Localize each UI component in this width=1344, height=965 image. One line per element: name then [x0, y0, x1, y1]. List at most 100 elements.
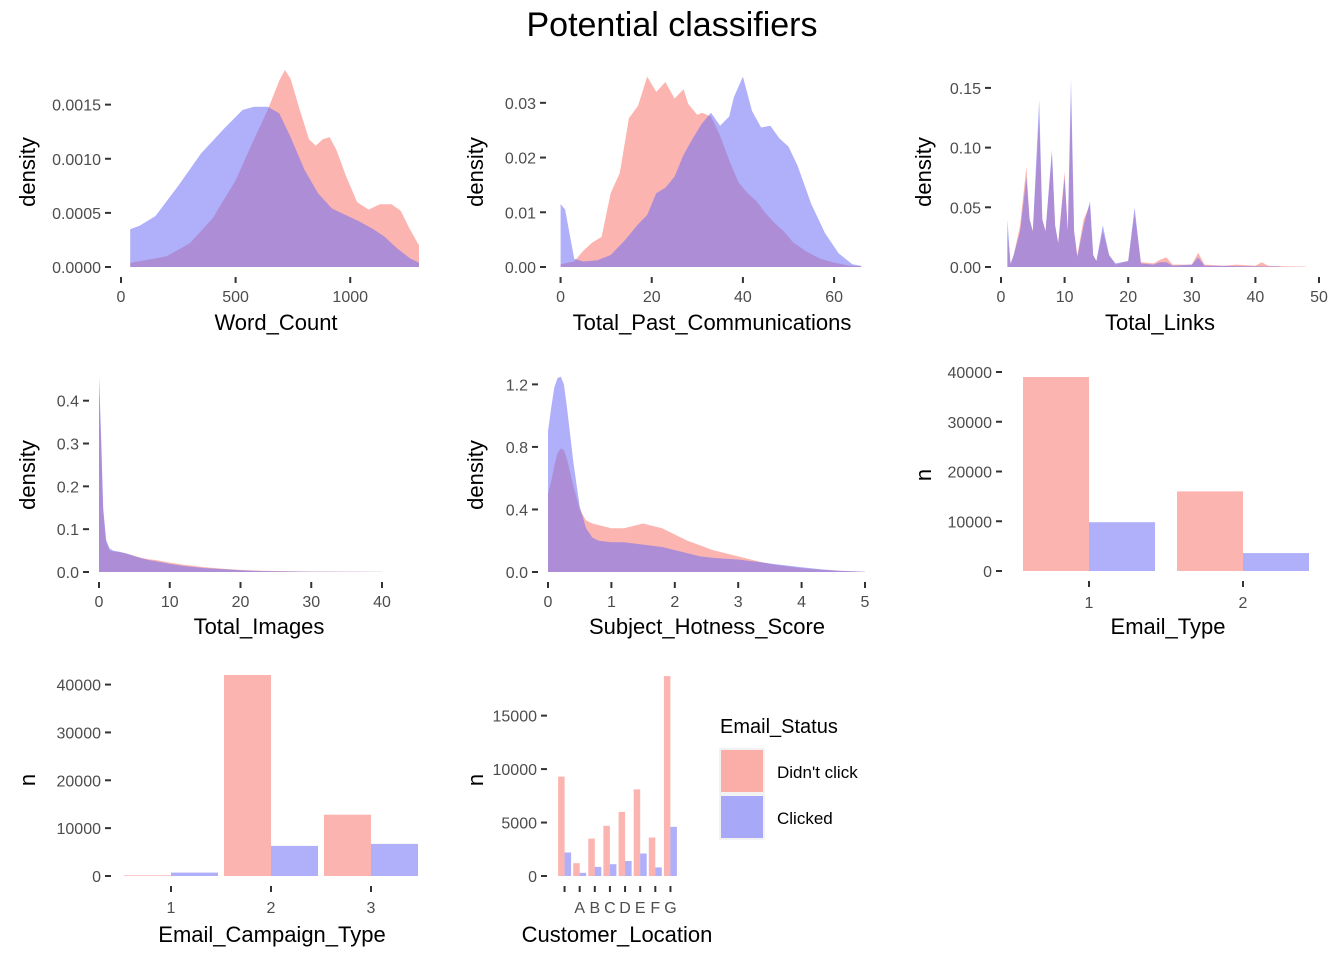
density-area-didnt-click: [99, 379, 382, 572]
x-tick-label: 0: [95, 594, 104, 611]
bar-didnt-click: [648, 837, 656, 876]
y-tick-label: 0.2: [57, 479, 79, 496]
legend-swatch-didnt-click: [721, 750, 763, 792]
x-tick-label: 5: [861, 594, 870, 611]
x-tick-label: 1000: [332, 289, 368, 306]
y-tick-label: 0.0: [57, 565, 79, 582]
y-axis-title: n: [463, 774, 488, 786]
bar-clicked: [371, 843, 418, 876]
x-axis-title: Total_Links: [1105, 310, 1215, 335]
bar-clicked: [271, 845, 318, 876]
x-tick-label: D: [619, 900, 631, 917]
bar-didnt-click: [124, 875, 171, 876]
x-axis-title: Subject_Hotness_Score: [589, 614, 825, 639]
legend-label-clicked: Clicked: [777, 809, 833, 828]
y-tick-label: 0: [528, 869, 537, 886]
density-area-clicked: [130, 106, 419, 267]
y-tick-label: 0.15: [950, 81, 981, 98]
x-tick-label: 20: [643, 289, 661, 306]
y-tick-label: 20000: [57, 773, 102, 790]
bar-clicked: [1243, 553, 1309, 571]
legend: Email_Status Didn't click Clicked: [719, 716, 858, 840]
y-axis-title: density: [15, 137, 40, 207]
density-area-clicked: [548, 376, 865, 572]
x-tick-label: 2: [670, 594, 679, 611]
x-axis-title: Total_Images: [194, 614, 325, 639]
y-tick-label: 10000: [57, 821, 102, 838]
bar-didnt-click: [633, 789, 641, 876]
y-tick-label: 0.0000: [52, 260, 101, 277]
y-tick-label: 10000: [493, 762, 538, 779]
x-tick-label: 0: [544, 594, 553, 611]
y-axis-title: density: [463, 440, 488, 510]
x-tick-label: 1: [167, 900, 176, 917]
bar-didnt-click: [1177, 491, 1243, 571]
y-axis-title: n: [911, 469, 936, 481]
y-tick-label: 30000: [948, 415, 993, 432]
y-tick-label: 0.01: [505, 205, 536, 222]
panel-email-type: 1 2 0 10000 20000 30000 40000 Email_Type n: [911, 365, 1309, 639]
y-tick-label: 0.0005: [52, 206, 101, 223]
y-tick-label: 15000: [493, 709, 538, 726]
x-tick-label: 0: [997, 289, 1006, 306]
x-tick-label: G: [664, 900, 676, 917]
density-area-clicked: [560, 76, 862, 267]
legend-title: Email_Status: [720, 716, 838, 738]
figure-title: Potential classifiers: [526, 6, 817, 44]
y-tick-label: 0.00: [950, 260, 981, 277]
y-tick-label: 0: [983, 564, 992, 581]
bar-clicked: [1089, 522, 1155, 571]
y-tick-label: 5000: [501, 816, 537, 833]
x-tick-label: 20: [232, 594, 250, 611]
x-tick-label: 0: [117, 289, 126, 306]
x-axis-title: Customer_Location: [522, 922, 713, 947]
x-tick-label: 10: [161, 594, 179, 611]
x-tick-label: 40: [373, 594, 391, 611]
x-tick-label: C: [604, 900, 616, 917]
y-tick-label: 0.3: [57, 437, 79, 454]
x-tick-label: 2: [267, 900, 276, 917]
density-area-clicked: [1007, 78, 1281, 268]
y-tick-label: 20000: [948, 465, 993, 482]
bar-clicked: [640, 853, 647, 876]
bar-didnt-click: [603, 825, 610, 877]
y-tick-label: 0.03: [505, 96, 536, 113]
y-tick-label: 40000: [948, 365, 993, 382]
panel-total-images: 0 10 20 30 40 0.0 0.1 0.2 0.3 0.4 Total_Images dens…: [15, 377, 391, 639]
bar-didnt-click: [663, 676, 671, 876]
panel-word-count: 0 500 1000 0.0000 0.0005 0.0010 0.0015 Word_Cou…: [15, 70, 419, 335]
y-tick-label: 0.02: [505, 151, 536, 168]
y-tick-label: 0.05: [950, 200, 981, 217]
bar-clicked: [670, 826, 677, 876]
x-tick-label: 4: [797, 594, 806, 611]
legend-swatch-clicked: [721, 796, 763, 838]
bar-didnt-click: [324, 814, 371, 876]
panel-subject-hotness-score: 0 1 2 3 4 5 0.0 0.4 0.8 1.2 Subject_Hotness_Score d…: [463, 376, 870, 639]
bar-clicked: [594, 866, 602, 876]
y-axis-title: density: [15, 440, 40, 510]
x-tick-label: E: [635, 900, 646, 917]
y-tick-label: 40000: [57, 678, 102, 695]
y-tick-label: 0.4: [57, 394, 79, 411]
x-tick-label: 1: [607, 594, 616, 611]
y-axis-title: density: [911, 137, 936, 207]
x-axis-title: Word_Count: [214, 310, 337, 335]
bar-clicked: [655, 867, 662, 876]
panel-total-links: 0 10 20 30 40 50 0.00 0.05 0.10 0.15 Total_Links de…: [911, 78, 1328, 335]
panel-customer-location: A B C D E F G 0 5000 10000 15000 Customer_Location n: [463, 676, 712, 947]
x-tick-label: 40: [1247, 289, 1265, 306]
y-tick-label: 30000: [57, 725, 102, 742]
y-tick-label: 0: [92, 869, 101, 886]
x-tick-label: 10: [1056, 289, 1074, 306]
x-tick-label: 0: [556, 289, 565, 306]
y-tick-label: 0.8: [506, 440, 528, 457]
bar-didnt-click: [1023, 377, 1089, 571]
x-axis-title: Email_Campaign_Type: [158, 922, 385, 947]
x-tick-label: F: [650, 900, 660, 917]
x-tick-label: B: [589, 900, 600, 917]
panel-email-campaign-type: 1 2 3 0 10000 20000 30000 40000 Email_Campaign_T…: [15, 675, 418, 947]
x-tick-label: 2: [1239, 595, 1248, 612]
y-tick-label: 0.0010: [52, 152, 101, 169]
